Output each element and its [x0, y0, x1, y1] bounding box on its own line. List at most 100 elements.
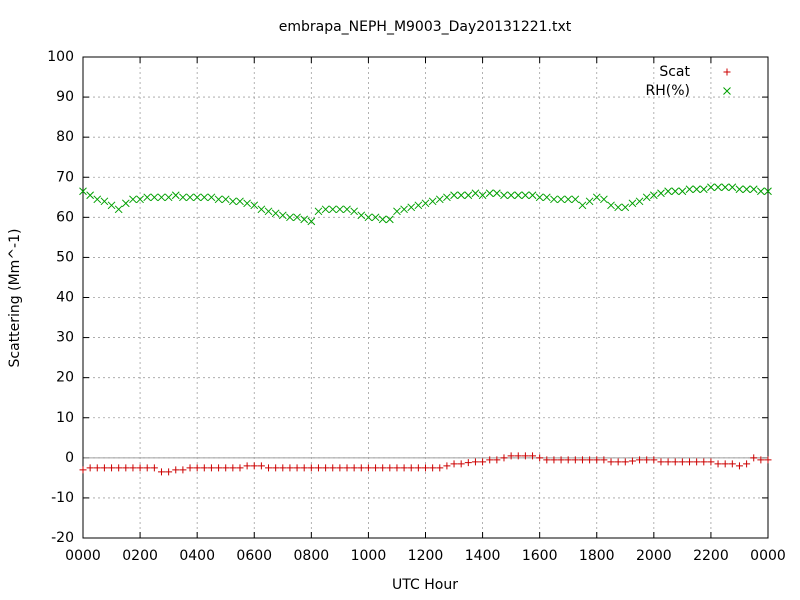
- data-point: [692, 185, 701, 194]
- data-point: [350, 207, 358, 216]
- data-point: [735, 185, 744, 194]
- y-tick-label: -20: [51, 530, 74, 546]
- data-point: [428, 197, 437, 206]
- data-point: [700, 458, 708, 466]
- data-point: [628, 199, 637, 208]
- data-point: [86, 191, 94, 200]
- data-point: [600, 195, 608, 204]
- data-point: [636, 456, 644, 464]
- data-point: [243, 199, 251, 208]
- data-point: [564, 456, 572, 464]
- data-point: [643, 456, 651, 464]
- data-point: [393, 464, 401, 472]
- data-point: [743, 460, 751, 468]
- y-tick-label: 50: [56, 249, 74, 265]
- data-point: [614, 458, 622, 466]
- data-point: [693, 458, 701, 466]
- data-point: [200, 193, 209, 202]
- data-point: [628, 457, 636, 465]
- data-point: [193, 464, 201, 472]
- data-point: [500, 454, 508, 462]
- data-point: [385, 215, 394, 224]
- data-point: [550, 195, 558, 204]
- data-point: [121, 199, 130, 208]
- data-point: [221, 195, 230, 204]
- data-point: [378, 215, 387, 224]
- data-point: [436, 464, 444, 472]
- data-point: [714, 460, 722, 468]
- data-point: [200, 464, 208, 472]
- data-point: [621, 458, 629, 466]
- data-point: [699, 185, 708, 194]
- y-tick-label: 40: [56, 290, 74, 306]
- data-point: [343, 464, 351, 472]
- data-point: [486, 456, 494, 464]
- data-point: [592, 193, 601, 202]
- data-point: [314, 207, 323, 216]
- data-point: [336, 205, 344, 214]
- data-point: [557, 195, 565, 204]
- x-axis-label: UTC Hour: [392, 577, 458, 593]
- data-point: [571, 456, 579, 464]
- data-point: [350, 464, 358, 472]
- data-point: [614, 203, 623, 212]
- data-point: [607, 458, 615, 466]
- data-point: [272, 464, 280, 472]
- data-point: [649, 191, 658, 200]
- data-point: [443, 193, 451, 202]
- data-point: [443, 462, 451, 470]
- data-point: [521, 191, 530, 200]
- data-point: [279, 464, 287, 472]
- data-point: [664, 187, 672, 196]
- data-point: [429, 464, 437, 472]
- data-point: [293, 213, 301, 222]
- data-point: [464, 459, 472, 467]
- data-point: [129, 195, 137, 204]
- x-tick-label: 0000: [750, 548, 786, 564]
- x-tick-label: 0800: [294, 548, 330, 564]
- data-point: [179, 466, 187, 474]
- data-point: [607, 201, 615, 210]
- data-point: [186, 193, 194, 202]
- data-point: [514, 191, 523, 200]
- data-point: [742, 185, 751, 194]
- data-point: [229, 464, 237, 472]
- data-point: [757, 456, 765, 464]
- data-point: [435, 195, 444, 204]
- data-point: [535, 193, 544, 202]
- data-point: [500, 191, 508, 200]
- x-tick-label: 1400: [465, 548, 501, 564]
- data-point: [557, 456, 565, 464]
- data-point: [671, 187, 680, 196]
- data-point: [650, 456, 658, 464]
- data-point: [764, 187, 772, 196]
- data-point: [479, 458, 487, 466]
- data-point: [86, 464, 94, 472]
- x-tick-label: 1800: [579, 548, 615, 564]
- data-point: [593, 456, 601, 464]
- data-point: [485, 189, 494, 198]
- data-point: [179, 193, 187, 202]
- data-point: [143, 464, 151, 472]
- data-point: [586, 456, 594, 464]
- x-tick-label: 0400: [179, 548, 215, 564]
- data-point: [678, 458, 686, 466]
- data-point: [707, 458, 715, 466]
- data-point: [728, 460, 736, 468]
- data-point: [578, 201, 587, 210]
- data-point: [422, 464, 429, 472]
- data-point: [286, 464, 294, 472]
- data-point: [750, 454, 758, 462]
- y-tick-label: 20: [56, 370, 74, 386]
- data-point: [293, 464, 301, 472]
- data-point: [207, 193, 216, 202]
- legend-marker: [723, 68, 731, 76]
- data-point: [657, 189, 665, 198]
- data-point: [136, 195, 144, 204]
- data-point: [193, 193, 202, 202]
- data-point: [635, 197, 644, 206]
- data-point: [307, 464, 315, 472]
- data-point: [514, 452, 522, 460]
- data-point: [529, 452, 537, 460]
